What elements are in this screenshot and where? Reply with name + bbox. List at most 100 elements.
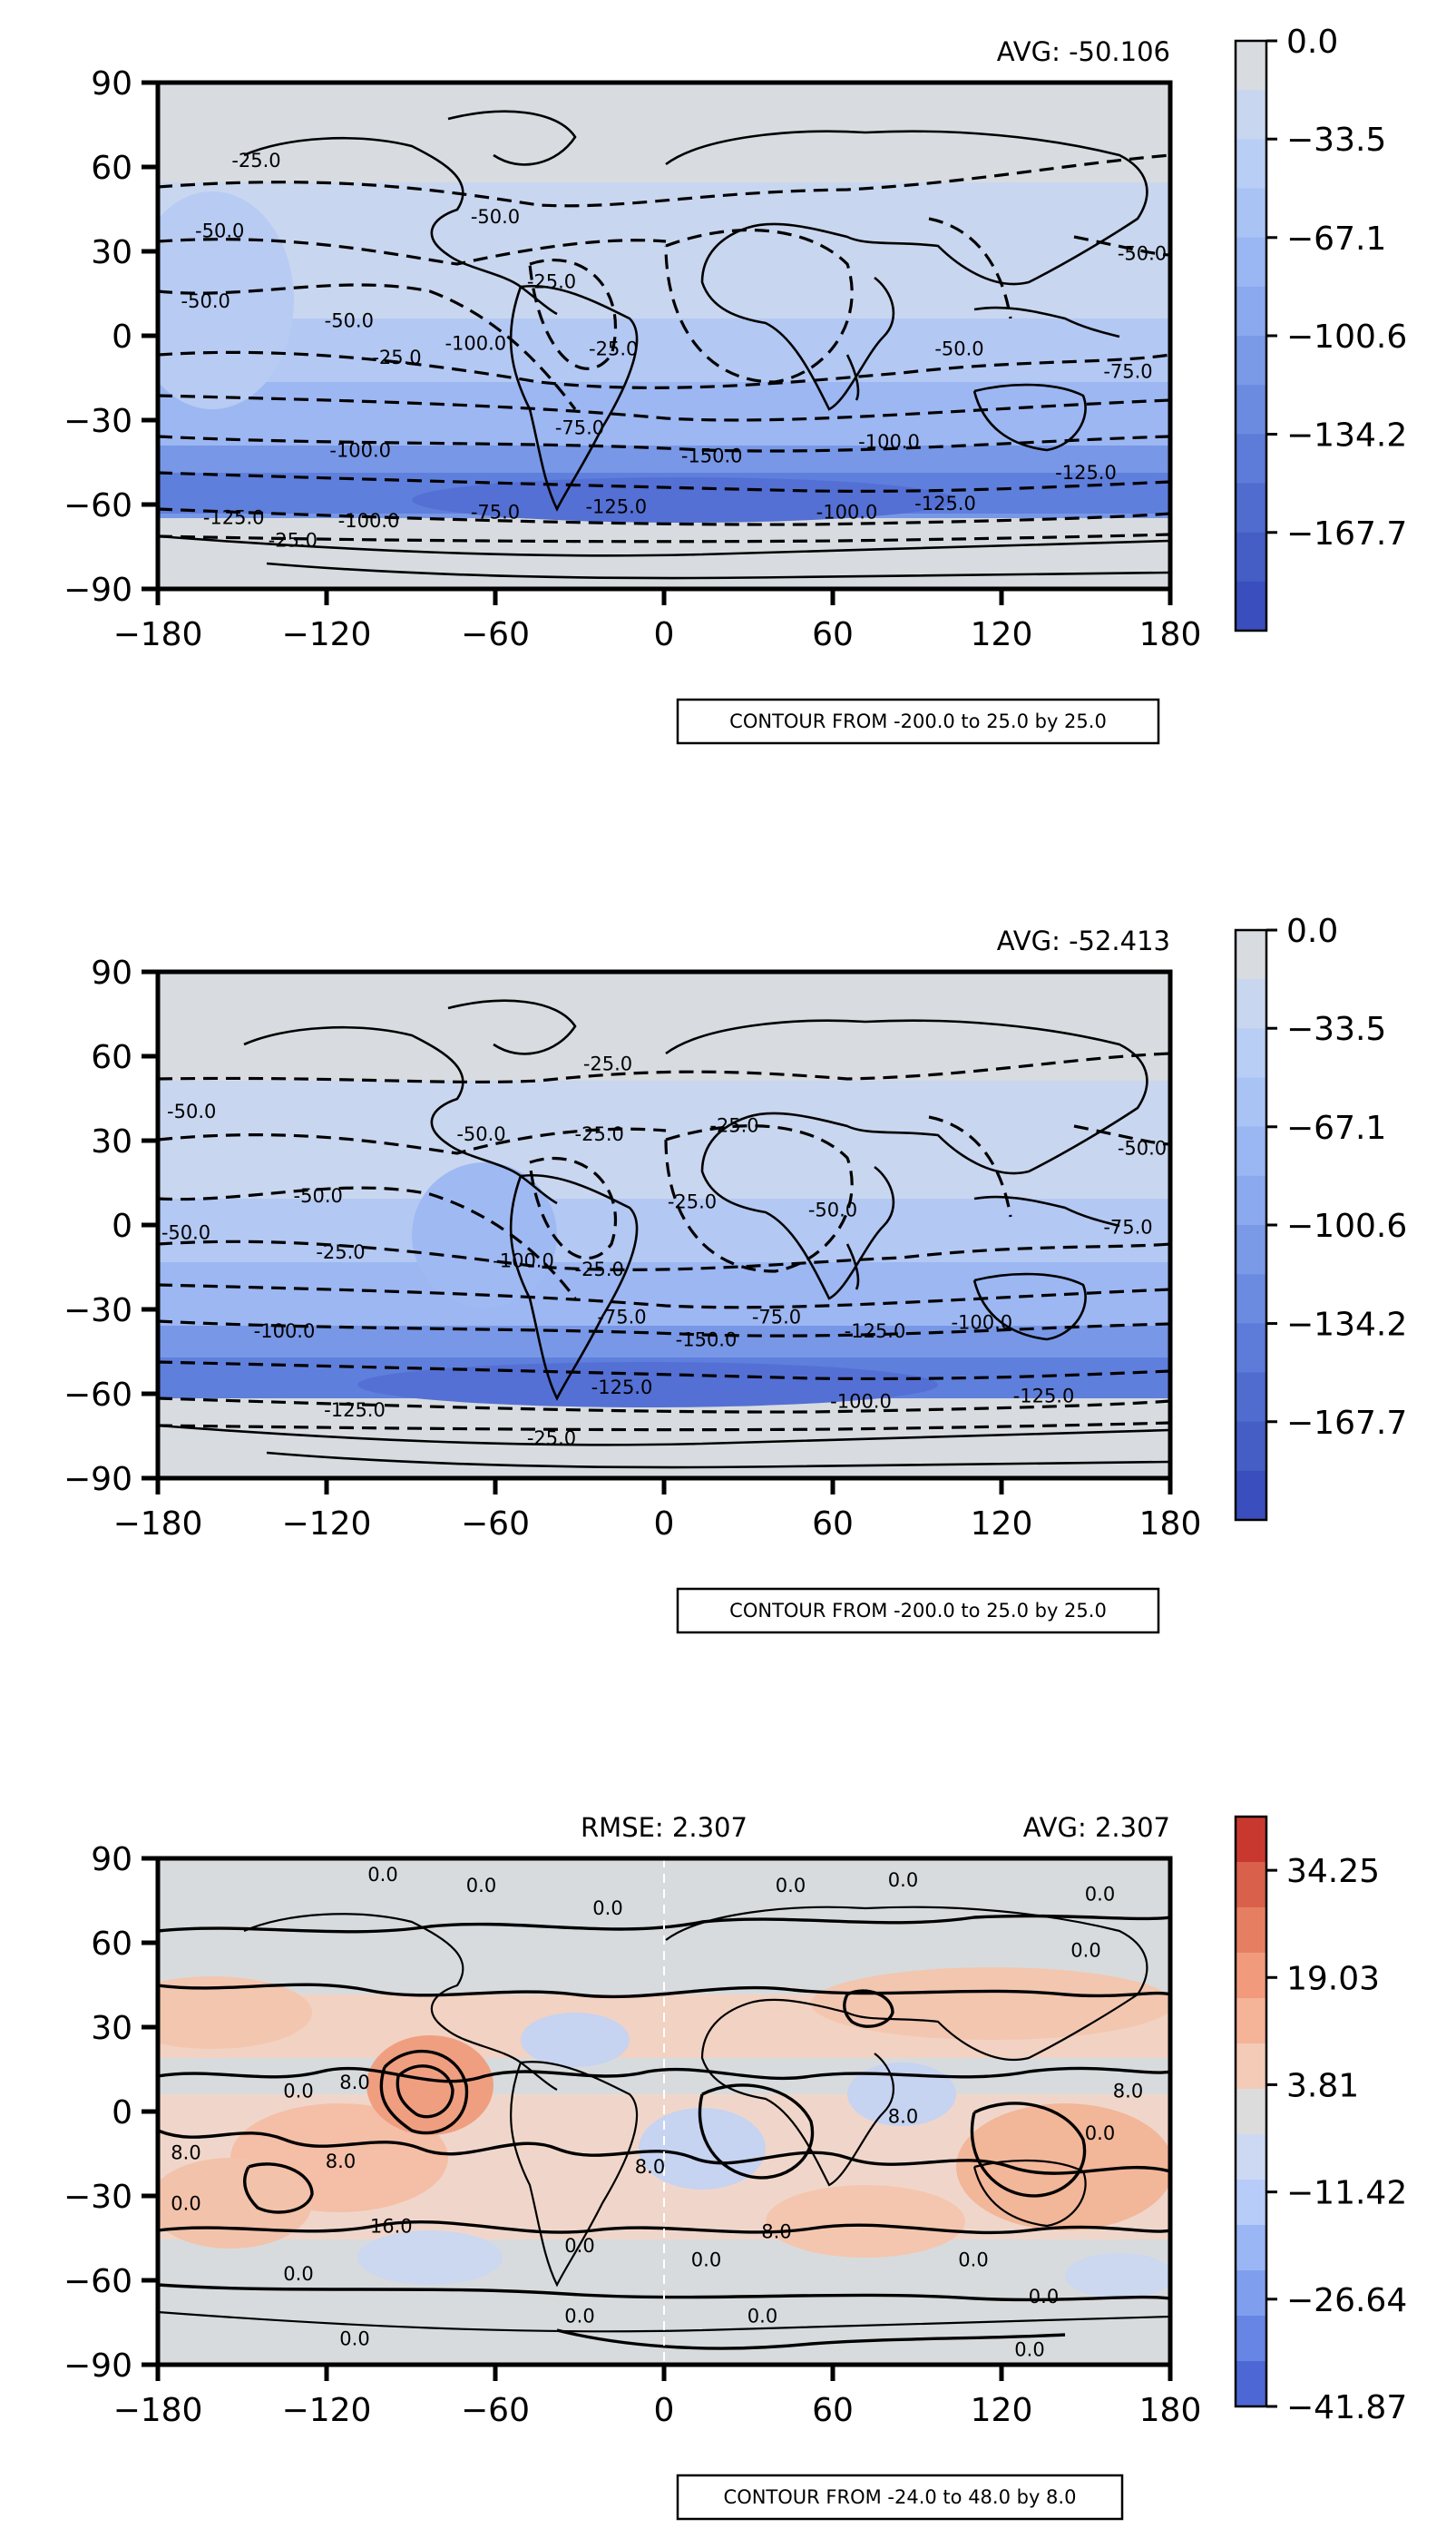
- colorbar-segment: [1236, 2316, 1266, 2362]
- map-axes: −180 −120 −60 0 60 120 180 90 60 30 0 −30 −60 −90: [64, 1841, 1201, 2429]
- x-tick-label: 120: [971, 1505, 1033, 1543]
- colorbar-segment: [1236, 930, 1266, 980]
- colorbar-segment: [1236, 1372, 1266, 1423]
- contour-label: -25.0: [527, 270, 576, 292]
- y-tick-label: 30: [91, 234, 132, 271]
- colorbar-tick-label: 3.81: [1286, 2067, 1359, 2104]
- contour-label: -25.0: [527, 1427, 576, 1449]
- map-axes: −180 −120 −60 0 60 120 180 90 60 30 0 −30 −60 −90: [64, 65, 1201, 653]
- contour-label: -75.0: [471, 502, 520, 524]
- contour-label: -25.0: [316, 1241, 365, 1263]
- contour-label: -150.0: [676, 1328, 738, 1350]
- contour-label: 0.0: [1070, 1940, 1100, 1962]
- colorbar-segment: [1236, 434, 1266, 485]
- contour-label: -25.0: [709, 1115, 758, 1137]
- contour-label: 8.0: [761, 2221, 791, 2243]
- contour-label: -150.0: [681, 446, 743, 467]
- colorbar-segment: [1236, 1126, 1266, 1177]
- contour-label: 0.0: [283, 2263, 313, 2285]
- colorbar-segment: [1236, 90, 1266, 140]
- colorbar-segment: [1236, 1817, 1266, 1863]
- contour-label: -100.0: [254, 1320, 316, 1342]
- dashed-contours: [158, 1052, 1170, 1432]
- contour-label: -125.0: [1055, 462, 1117, 484]
- colorbar-segment: [1236, 1907, 1266, 1954]
- colorbar-segment: [1236, 532, 1266, 583]
- contour-label: -125.0: [585, 495, 647, 517]
- colorbar-segment: [1236, 2089, 1266, 2135]
- contour-info-text: CONTOUR FROM -200.0 to 25.0 by 25.0: [729, 710, 1107, 732]
- contour-label: -75.0: [555, 417, 604, 439]
- contour-label: -50.0: [294, 1185, 343, 1207]
- y-tick-label: −60: [64, 487, 132, 524]
- colorbar-tick-label: −167.7: [1286, 515, 1407, 553]
- colorbar-segment: [1236, 188, 1266, 239]
- x-tick-label: −180: [113, 2392, 203, 2429]
- colorbar-segment: [1236, 1862, 1266, 1908]
- colorbar-segment: [1236, 1028, 1266, 1079]
- y-tick-label: 30: [91, 2010, 132, 2047]
- contour-label: 0.0: [1014, 2339, 1044, 2361]
- x-tick-label: 120: [971, 616, 1033, 653]
- contour-label: 0.0: [1085, 1884, 1115, 1906]
- contour-label: 0.0: [466, 1875, 496, 1896]
- contour-label: -50.0: [808, 1200, 857, 1221]
- colorbar-tick-label: −41.87: [1286, 2389, 1407, 2426]
- x-tick-label: −60: [461, 1505, 530, 1543]
- colorbar-tick-label: −33.5: [1286, 1011, 1386, 1048]
- contour-label: 0.0: [888, 1869, 918, 1891]
- contour-label: -100.0: [951, 1312, 1012, 1334]
- coastlines: [158, 1906, 1170, 2333]
- colorbar-tick-label: −100.6: [1286, 318, 1407, 356]
- contour-label: 8.0: [635, 2156, 665, 2178]
- x-tick-label: 0: [654, 2392, 675, 2429]
- x-tick-label: −120: [282, 616, 372, 653]
- x-tick-label: −60: [461, 616, 530, 653]
- colorbar-tick-label: 0.0: [1286, 24, 1338, 61]
- y-tick-label: 60: [91, 1926, 132, 1963]
- contour-label: 0.0: [958, 2249, 988, 2271]
- contour-label: -50.0: [456, 1123, 505, 1145]
- field-shading: [158, 1081, 1170, 1407]
- colorbar-tick-label: −167.7: [1286, 1405, 1407, 1442]
- contour-label: -25.0: [575, 1259, 624, 1280]
- colorbar-segment: [1236, 1077, 1266, 1128]
- contour-label: 0.0: [748, 2306, 777, 2327]
- contour-label: -100.0: [830, 1391, 892, 1413]
- contour-label: -75.0: [752, 1307, 801, 1328]
- contour-labels: 0.0 0.0 0.0 0.0 0.0 0.0 0.0 0.0 8.0 8.0 8.0 0.0 16.0…: [171, 1864, 1143, 2361]
- contour-label: -50.0: [195, 220, 244, 242]
- map-axes: −180 −120 −60 0 60 120 180 90 60 30 0 −30 −60 −90: [64, 955, 1201, 1543]
- x-tick-label: 120: [971, 2392, 1033, 2429]
- contour-label: -50.0: [471, 206, 520, 228]
- colorbar-segment: [1236, 2180, 1266, 2226]
- contour-label: -125.0: [591, 1377, 653, 1398]
- x-tick-label: 180: [1139, 616, 1202, 653]
- contour-label: 0.0: [339, 2327, 369, 2349]
- contour-info-text: CONTOUR FROM -200.0 to 25.0 by 25.0: [729, 1600, 1107, 1622]
- contour-label: -125.0: [1013, 1385, 1075, 1406]
- contour-label: 0.0: [592, 1897, 622, 1919]
- contour-label: -100.0: [493, 1250, 554, 1272]
- contour-label: 8.0: [888, 2105, 918, 2127]
- coastlines: [158, 110, 1170, 580]
- contour-label: -75.0: [1103, 361, 1152, 383]
- colorbar-tick-label: −33.5: [1286, 122, 1386, 159]
- avg-label: AVG: 2.307: [1023, 1812, 1170, 1843]
- x-tick-label: −180: [113, 1505, 203, 1543]
- contour-label: -25.0: [668, 1191, 717, 1212]
- colorbar-tick-label: −67.1: [1286, 220, 1386, 258]
- contour-label: -50.0: [325, 310, 374, 332]
- y-tick-label: 60: [91, 150, 132, 187]
- colorbar-segment: [1236, 41, 1266, 91]
- y-tick-label: 0: [112, 318, 132, 356]
- contour-label: 0.0: [691, 2249, 721, 2271]
- contour-label: 0.0: [171, 2193, 200, 2215]
- map-panel-2: -25.0 -50.0 -50.0 -25.0 -25.0 -50.0 -50.0 -25.0…: [64, 913, 1407, 1634]
- x-tick-label: 180: [1139, 2392, 1202, 2429]
- y-tick-label: −90: [64, 572, 132, 609]
- colorbar-tick-label: −11.42: [1286, 2175, 1407, 2212]
- colorbar-segment: [1236, 286, 1266, 337]
- colorbar-segment: [1236, 2043, 1266, 2090]
- colorbar: 0.0 −33.5 −67.1 −100.6 −134.2 −167.7: [1234, 24, 1407, 632]
